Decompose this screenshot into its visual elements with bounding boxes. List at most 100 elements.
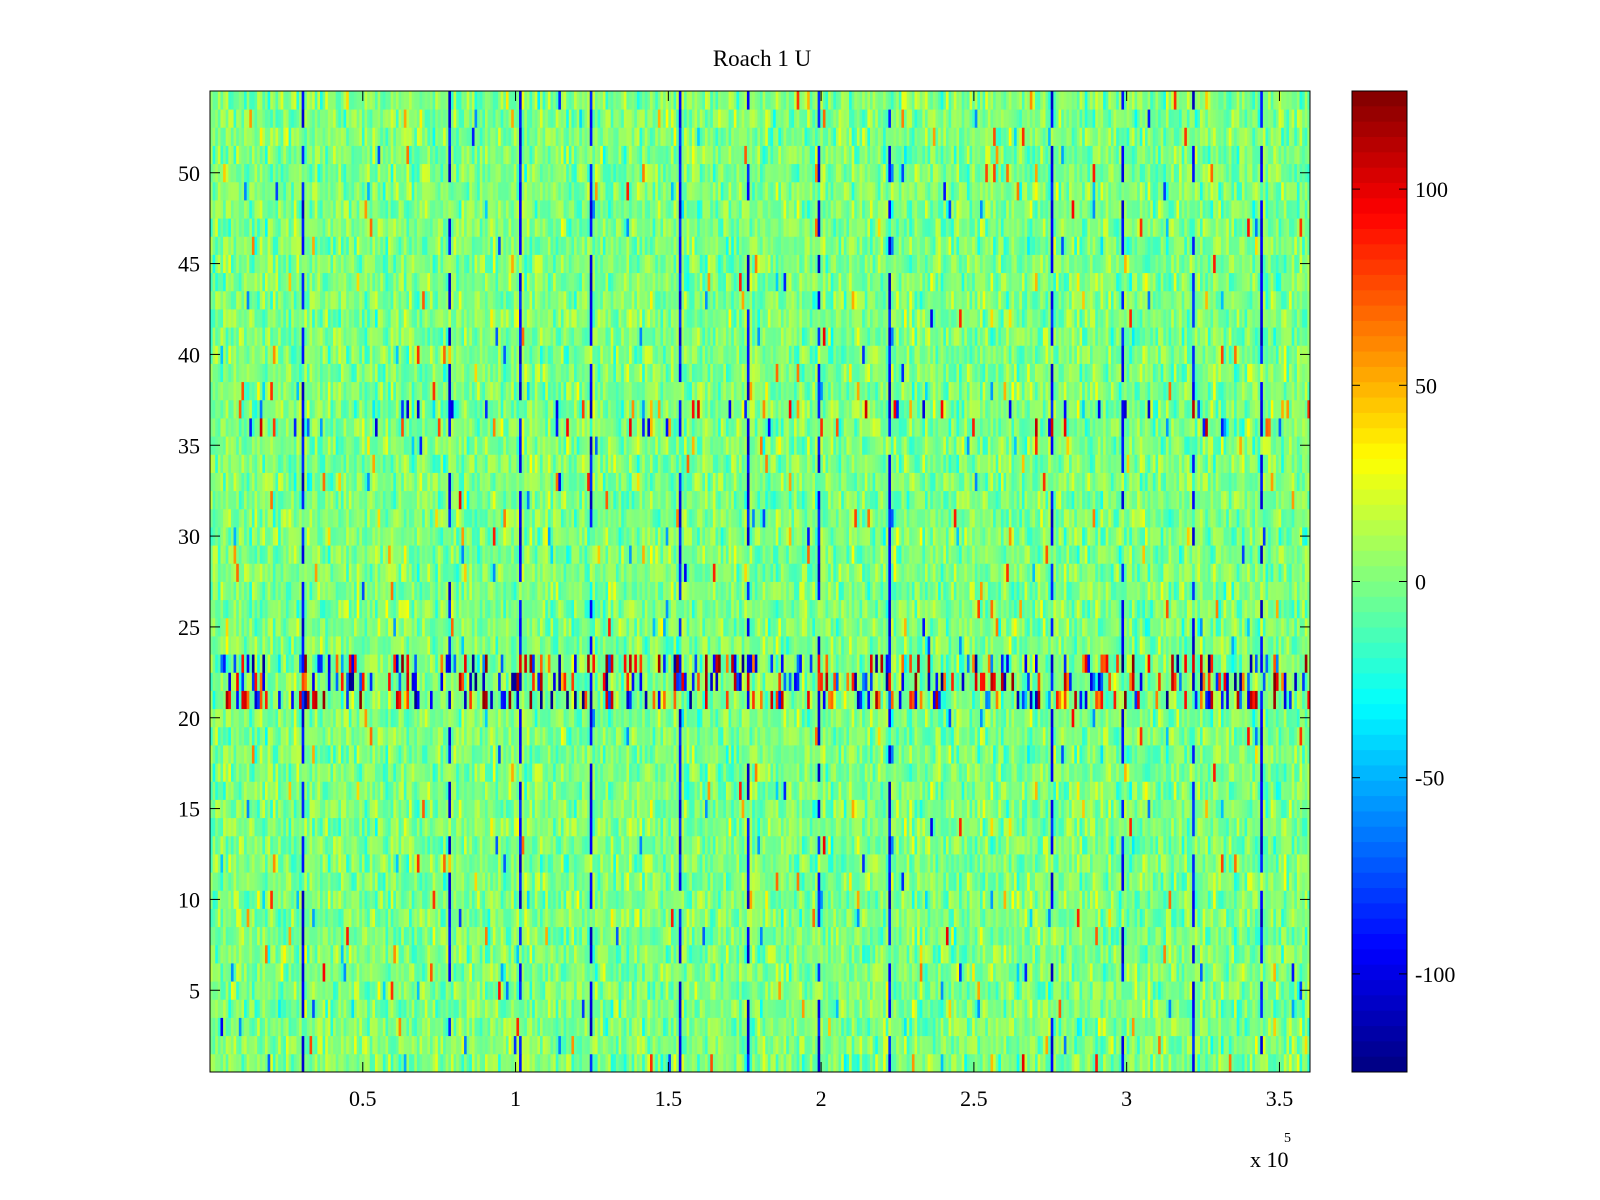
heatmap-cell (513, 981, 517, 1000)
heatmap-cell (660, 981, 664, 1000)
heatmap-cell (1286, 908, 1290, 928)
heatmap-cell (1116, 999, 1120, 1018)
heatmap-cell (828, 981, 832, 1000)
heatmap-cell (1173, 854, 1177, 873)
heatmap-cell (980, 926, 984, 946)
heatmap-cell (356, 999, 360, 1018)
heatmap-cell (676, 1017, 680, 1037)
heatmap-cell (545, 981, 549, 1000)
heatmap-cell (995, 1017, 999, 1037)
heatmap-cell (388, 854, 392, 873)
heatmap-cell (995, 999, 999, 1018)
heatmap-cell (430, 981, 434, 1000)
heatmap-cell (838, 872, 842, 891)
heatmap-cell (471, 981, 475, 1000)
heatmap-cell (361, 999, 365, 1018)
heatmap-cell (1008, 999, 1012, 1018)
heatmap-cell (720, 944, 724, 964)
heatmap-cell (799, 926, 803, 946)
heatmap-cell (815, 908, 819, 928)
heatmap-cell (450, 1017, 454, 1037)
heatmap-cell (608, 999, 612, 1018)
heatmap-cell (1255, 981, 1259, 1000)
heatmap-cell (435, 854, 439, 873)
heatmap-cell (644, 981, 648, 1000)
heatmap-cell (650, 944, 654, 964)
heatmap-cell (228, 944, 232, 964)
heatmap-cell (854, 872, 858, 891)
heatmap-cell (885, 1035, 889, 1055)
heatmap-cell (862, 1053, 866, 1073)
heatmap-cell (427, 944, 431, 964)
heatmap-cell (974, 926, 978, 946)
heatmap-cell (228, 999, 232, 1018)
heatmap-cell (945, 926, 949, 946)
heatmap-cell (306, 872, 310, 891)
heatmap-cell (741, 1017, 745, 1037)
heatmap-cell (1150, 1017, 1154, 1037)
heatmap-cell (815, 963, 819, 982)
heatmap-cell (1118, 944, 1122, 964)
heatmap-cell (961, 1017, 965, 1037)
heatmap-cell (846, 890, 850, 909)
heatmap-cell (558, 1053, 562, 1073)
heatmap-cell (877, 981, 881, 1000)
heatmap-cell (351, 963, 355, 982)
heatmap-cell (940, 1017, 944, 1037)
heatmap-cell (925, 890, 929, 909)
heatmap-cell (883, 1053, 887, 1073)
heatmap-cell (799, 1017, 803, 1037)
heatmap-cell (1100, 890, 1104, 909)
heatmap-cell (1011, 963, 1015, 982)
heatmap-cell (660, 944, 664, 964)
heatmap-cell (812, 908, 816, 928)
heatmap-cell (511, 981, 515, 1000)
heatmap-cell (519, 872, 523, 891)
heatmap-cell (448, 908, 452, 928)
heatmap-cell (754, 999, 758, 1018)
heatmap-cell (312, 926, 316, 946)
heatmap-cell (540, 908, 544, 928)
heatmap-cell (1260, 999, 1264, 1018)
heatmap-cell (217, 944, 221, 964)
heatmap-cell (694, 1017, 698, 1037)
heatmap-cell (301, 963, 305, 982)
heatmap-cell (574, 1053, 578, 1073)
heatmap-cell (705, 908, 709, 928)
heatmap-cell (479, 1035, 483, 1055)
heatmap-cell (424, 963, 428, 982)
heatmap-cell (1302, 1035, 1306, 1055)
heatmap-cell (966, 1053, 970, 1073)
heatmap-cell (702, 944, 706, 964)
heatmap-cell (1108, 872, 1112, 891)
heatmap-cell (864, 1017, 868, 1037)
heatmap-cell (770, 1017, 774, 1037)
heatmap-cell (1186, 1035, 1190, 1055)
heatmap-cell (833, 1017, 837, 1037)
heatmap-cell (851, 890, 855, 909)
heatmap-cell (660, 908, 664, 928)
heatmap-cell (1223, 981, 1227, 1000)
heatmap-cell (285, 981, 289, 1000)
heatmap-cell (320, 963, 324, 982)
heatmap-cell (1260, 981, 1264, 1000)
heatmap-cell (524, 1017, 528, 1037)
heatmap-cell (1029, 854, 1033, 873)
heatmap-cell (1262, 999, 1266, 1018)
heatmap-cell (1045, 890, 1049, 909)
heatmap-cell (851, 1035, 855, 1055)
heatmap-cell (1118, 1035, 1122, 1055)
heatmap-cell (320, 890, 324, 909)
heatmap-cell (267, 908, 271, 928)
heatmap-cell (733, 890, 737, 909)
heatmap-cell (930, 999, 934, 1018)
heatmap-cell (932, 1017, 936, 1037)
heatmap-cell (605, 1053, 609, 1073)
heatmap-cell (1131, 872, 1135, 891)
heatmap-cell (432, 1053, 436, 1073)
heatmap-cell (626, 872, 630, 891)
heatmap-cell (254, 890, 258, 909)
heatmap-cell (665, 1017, 669, 1037)
heatmap-cell (880, 890, 884, 909)
heatmap-cell (568, 890, 572, 909)
